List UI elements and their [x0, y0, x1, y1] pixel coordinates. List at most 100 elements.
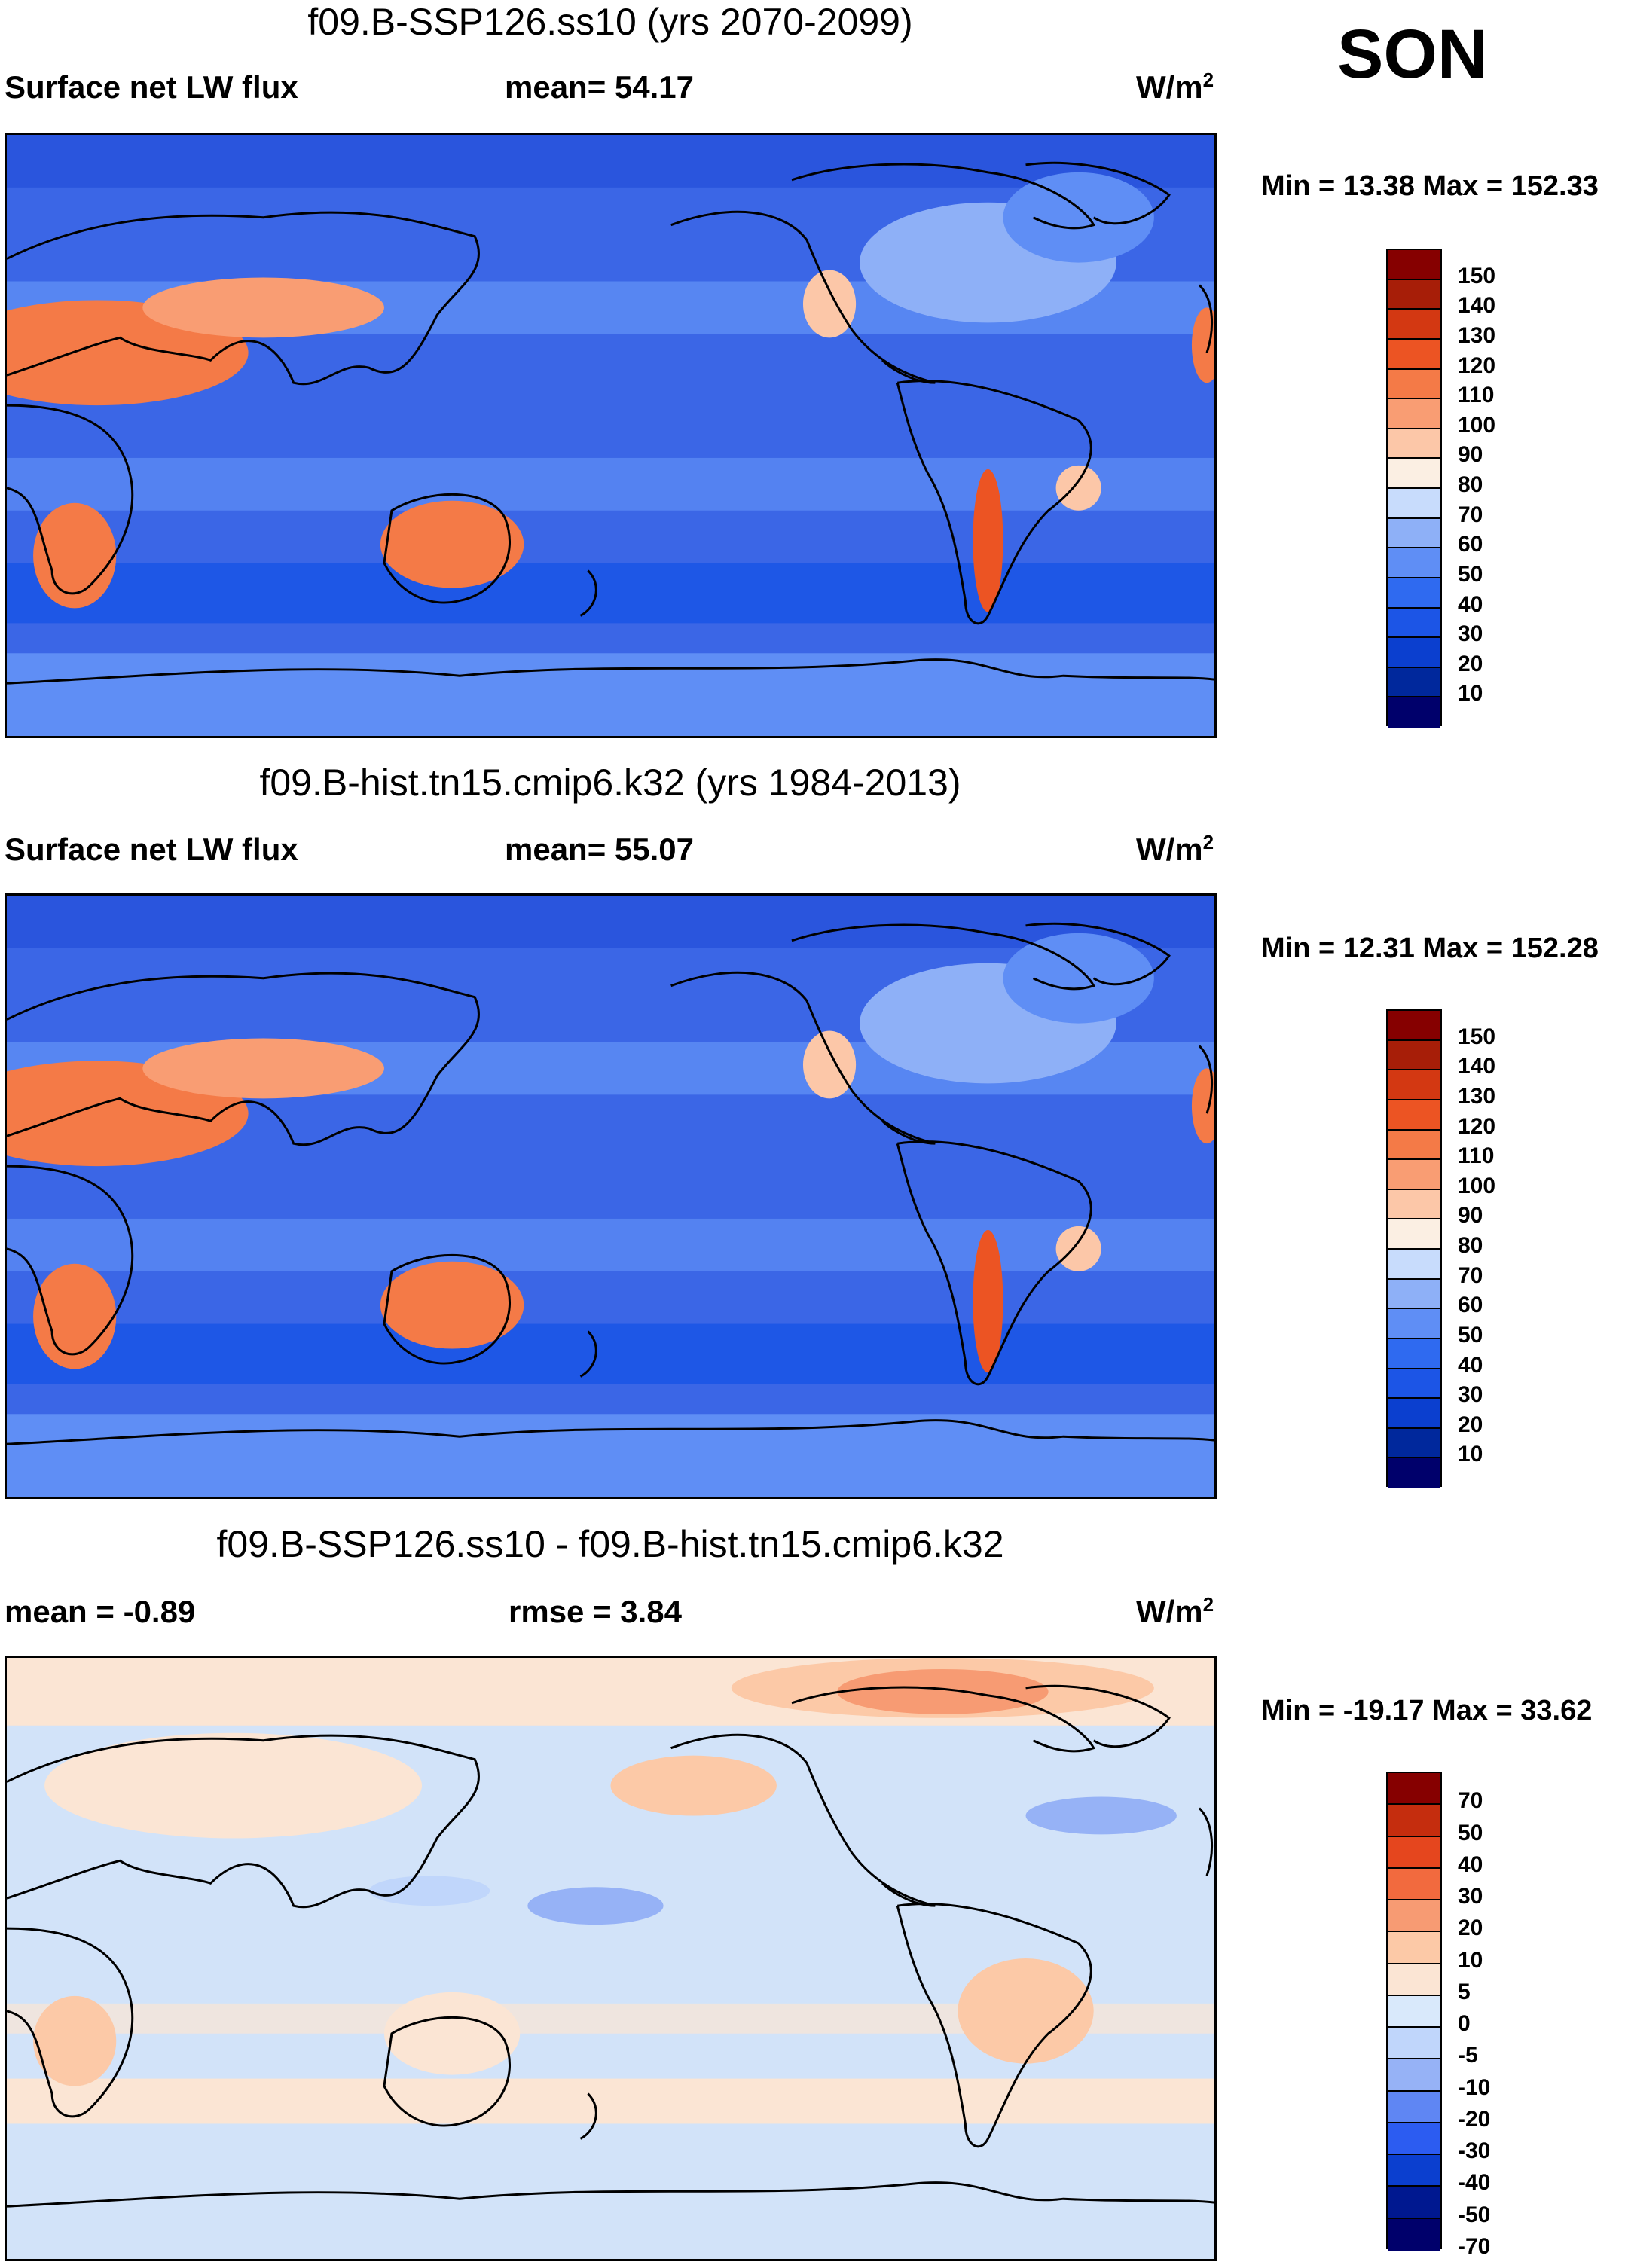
colorbar-tick-label: 20	[1458, 1412, 1483, 1437]
panel3-coastlines	[7, 1684, 1214, 2208]
colorbar-tick-label: -70	[1458, 2234, 1491, 2259]
panel1-colorbar-labels: 150 140 130 120 110 100 90 80 70 60 50 40 30 20 10	[1458, 249, 1548, 726]
colorbar-tick-label: -10	[1458, 2074, 1491, 2100]
colorbar-tick-label: 60	[1458, 1293, 1483, 1318]
panel2-variable-label: Surface net LW flux	[5, 832, 298, 867]
colorbar-tick-label: 110	[1458, 383, 1495, 408]
colorbar-tick-label: 20	[1458, 651, 1483, 676]
panel1-mean-label: mean= 54.17	[505, 69, 695, 105]
colorbar-tick-label: 30	[1458, 1382, 1483, 1408]
colorbar-swatch	[1388, 279, 1440, 310]
colorbar-swatch	[1388, 1900, 1440, 1933]
season-label: SON	[1337, 16, 1488, 93]
panel3-minmax: Min = -19.17 Max = 33.62	[1261, 1695, 1593, 1726]
panel1-units: W/m2	[1136, 69, 1214, 105]
colorbar-tick-label: 130	[1458, 1083, 1496, 1109]
panel1-title: f09.B-SSP126.ss10 (yrs 2070-2099)	[307, 1, 913, 43]
colorbar-tick-label: 10	[1458, 1442, 1483, 1467]
colorbar-swatch	[1388, 518, 1440, 549]
colorbar-swatch	[1388, 1339, 1440, 1369]
colorbar-swatch	[1388, 399, 1440, 429]
colorbar-tick-label: 40	[1458, 1352, 1483, 1378]
colorbar-tick-label: -20	[1458, 2106, 1491, 2132]
panel1-coastlines	[7, 161, 1214, 685]
panel3-colorbar	[1386, 1772, 1442, 2251]
colorbar-swatch	[1388, 1964, 1440, 1996]
colorbar-swatch	[1388, 459, 1440, 489]
colorbar-swatch	[1388, 250, 1440, 280]
colorbar-tick-label: 50	[1458, 1322, 1483, 1348]
panel2-map	[5, 893, 1217, 1499]
colorbar-tick-label: 30	[1458, 1884, 1483, 1909]
panel2-colorbar-labels: 150 140 130 120 110 100 90 80 70 60 50 40 30 20 10	[1458, 1009, 1548, 1487]
colorbar-tick-label: 120	[1458, 353, 1496, 378]
colorbar-tick-label: 10	[1458, 1947, 1483, 1973]
colorbar-tick-label: 140	[1458, 1054, 1496, 1079]
panel1-variable-label: Surface net LW flux	[5, 69, 298, 105]
colorbar-tick-label: 120	[1458, 1113, 1496, 1139]
panel2-coastlines	[7, 922, 1214, 1445]
colorbar-swatch	[1388, 1070, 1440, 1100]
panel3-map	[5, 1656, 1217, 2261]
colorbar-swatch	[1388, 548, 1440, 578]
colorbar-tick-label: 60	[1458, 532, 1483, 557]
colorbar-tick-label: 100	[1458, 1173, 1496, 1198]
colorbar-swatch	[1388, 1805, 1440, 1837]
colorbar-swatch	[1388, 2123, 1440, 2156]
colorbar-swatch	[1388, 2218, 1440, 2251]
colorbar-swatch	[1388, 2059, 1440, 2092]
colorbar-tick-label: 40	[1458, 1851, 1483, 1877]
colorbar-swatch	[1388, 1399, 1440, 1429]
colorbar-tick-label: 150	[1458, 263, 1496, 288]
colorbar-swatch	[1388, 578, 1440, 609]
colorbar-swatch	[1388, 697, 1440, 728]
colorbar-tick-label: 150	[1458, 1024, 1496, 1049]
colorbar-tick-label: 100	[1458, 412, 1496, 438]
colorbar-tick-label: -30	[1458, 2138, 1491, 2164]
panel3-rmse-label: rmse = 3.84	[509, 1594, 683, 1629]
colorbar-swatch	[1388, 1250, 1440, 1280]
panel3-colorbar-labels: 70 50 40 30 20 10 5 0 -5 -10 -20 -30 -40 -50 -70	[1458, 1772, 1548, 2259]
colorbar-tick-label: -5	[1458, 2043, 1478, 2068]
panel3-units: W/m2	[1136, 1593, 1214, 1629]
colorbar-swatch	[1388, 1189, 1440, 1220]
panel2-units: W/m2	[1136, 831, 1214, 867]
colorbar-tick-label: 90	[1458, 1203, 1483, 1229]
colorbar-swatch	[1388, 1309, 1440, 1339]
colorbar-swatch	[1388, 2091, 1440, 2123]
colorbar-swatch	[1388, 2187, 1440, 2219]
colorbar-swatch	[1388, 310, 1440, 340]
colorbar-swatch	[1388, 638, 1440, 668]
colorbar-tick-label: 50	[1458, 1820, 1483, 1845]
panel1-minmax: Min = 13.38 Max = 152.33	[1261, 170, 1599, 202]
colorbar-swatch	[1388, 1458, 1440, 1488]
colorbar-tick-label: 70	[1458, 1262, 1483, 1288]
colorbar-tick-label: 70	[1458, 502, 1483, 527]
panel1-land-hotspots	[7, 172, 1214, 612]
colorbar-tick-label: 70	[1458, 1788, 1483, 1814]
colorbar-swatch	[1388, 1836, 1440, 1869]
colorbar-swatch	[1388, 2028, 1440, 2060]
colorbar-swatch	[1388, 608, 1440, 639]
colorbar-tick-label: -40	[1458, 2170, 1491, 2196]
colorbar-swatch	[1388, 1279, 1440, 1310]
colorbar-swatch	[1388, 369, 1440, 400]
panel2-colorbar	[1386, 1009, 1442, 1488]
colorbar-tick-label: 140	[1458, 293, 1496, 319]
colorbar-swatch	[1388, 339, 1440, 370]
colorbar-tick-label: 30	[1458, 621, 1483, 647]
colorbar-tick-label: 20	[1458, 1915, 1483, 1941]
colorbar-swatch	[1388, 1932, 1440, 1964]
colorbar-swatch	[1388, 1011, 1440, 1041]
colorbar-swatch	[1388, 667, 1440, 698]
colorbar-swatch	[1388, 1369, 1440, 1400]
colorbar-swatch	[1388, 1868, 1440, 1901]
colorbar-swatch	[1388, 1160, 1440, 1190]
colorbar-tick-label: 80	[1458, 1233, 1483, 1258]
colorbar-swatch	[1388, 429, 1440, 459]
panel2-minmax: Min = 12.31 Max = 152.28	[1261, 933, 1599, 964]
panel2-title: f09.B-hist.tn15.cmip6.k32 (yrs 1984-2013…	[259, 762, 961, 804]
colorbar-swatch	[1388, 2155, 1440, 2187]
colorbar-tick-label: 0	[1458, 2011, 1471, 2037]
colorbar-tick-label: 40	[1458, 591, 1483, 617]
